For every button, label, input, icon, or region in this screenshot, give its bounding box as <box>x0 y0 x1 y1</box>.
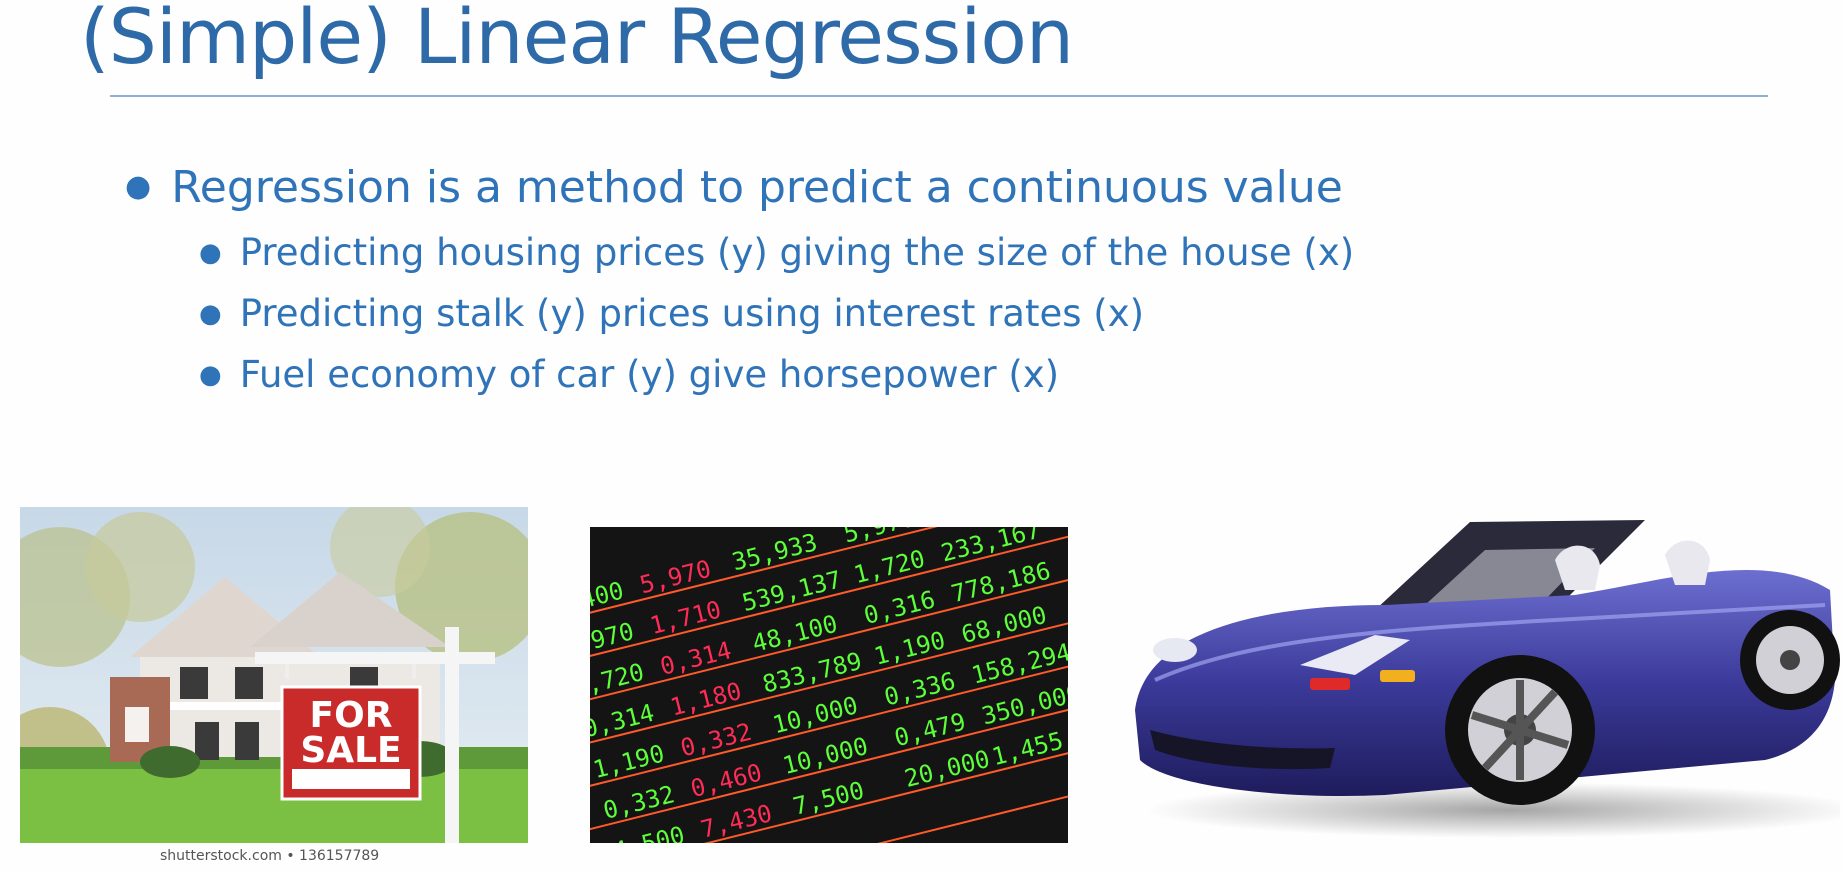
bullet-sub-text: Fuel economy of car (y) give horsepower … <box>239 353 1060 396</box>
car-illustration <box>1135 520 1840 838</box>
bullet-dot-icon: ● <box>199 238 222 268</box>
convertible-car-image <box>1125 510 1840 840</box>
bullet-sub-1: ● Predicting housing prices (y) giving th… <box>199 231 1354 274</box>
bullet-main-text: Regression is a method to predict a cont… <box>171 162 1343 213</box>
bullet-sub-3: ● Fuel economy of car (y) give horsepower… <box>199 353 1059 396</box>
sign-text-sale: SALE <box>300 730 401 771</box>
house-illustration: FOR SALE <box>20 507 528 843</box>
bullet-dot-icon: ● <box>125 169 152 204</box>
bullet-dot-icon: ● <box>199 299 222 329</box>
house-for-sale-image: FOR SALE <box>20 507 528 843</box>
bullet-sub-text: Predicting housing prices (y) giving the… <box>239 231 1355 274</box>
bullet-dot-icon: ● <box>199 360 222 390</box>
image-credit: shutterstock.com • 136157789 <box>160 848 380 864</box>
bullet-main: ● Regression is a method to predict a con… <box>125 162 1343 213</box>
bullet-sub-text: Predicting stalk (y) prices using intere… <box>239 292 1145 335</box>
bullet-sub-2: ● Predicting stalk (y) prices using inter… <box>199 292 1144 335</box>
stock-board-illustration: 2,4005,97035,9335,9709,9965,9701,710539,… <box>590 527 1068 843</box>
sign-text-for: FOR <box>310 695 393 736</box>
title-divider <box>110 95 1768 97</box>
stock-board-image: 2,4005,97035,9335,9709,9965,9701,710539,… <box>590 527 1068 843</box>
slide-title: (Simple) Linear Regression <box>80 0 1074 81</box>
